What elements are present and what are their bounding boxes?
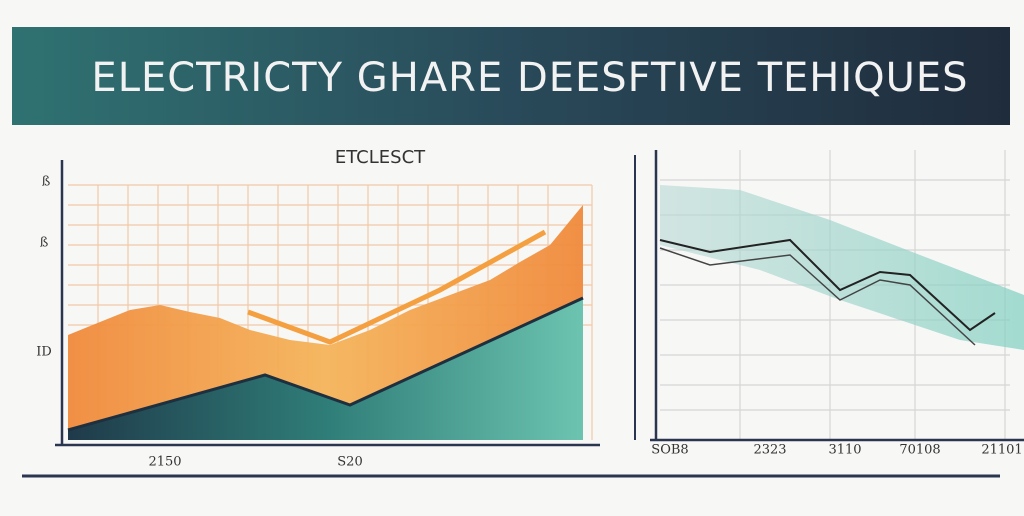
line-1 [659,238,996,332]
band-area [660,185,1024,350]
teal-area [68,298,583,440]
header-band [12,27,1010,125]
y-label: ß [42,175,51,190]
x-label: 3110 [828,443,861,458]
x-label: S20 [337,455,362,470]
line-2 [659,247,976,346]
teal-line [67,296,584,432]
left-title: ETCLESCT [335,147,426,168]
x-label: 2323 [753,443,786,458]
y-label: ID [36,345,52,360]
trend-arrow [247,229,547,345]
y-label: ß [40,236,49,251]
header-title: ELECTRICTY GHARE DEESFTIVE TEHIQUES [91,55,968,101]
x-label: SOB8 [651,443,688,458]
x-label: 70108 [899,443,940,458]
x-label: 2150 [148,455,181,470]
x-label: 21101 [981,443,1022,458]
